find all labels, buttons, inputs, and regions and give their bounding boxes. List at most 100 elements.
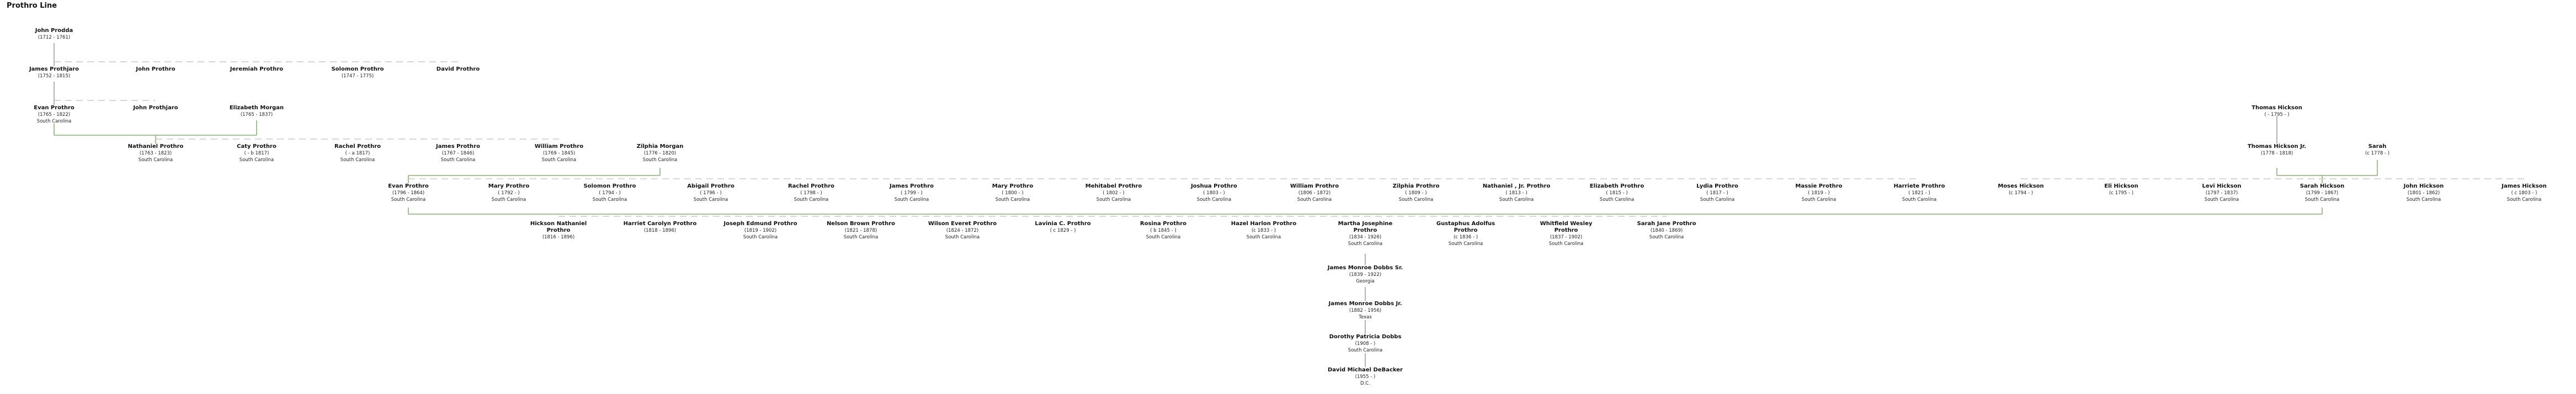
person-name: Nelson Brown Prothro <box>826 221 896 227</box>
person-dates: ( 1821 - ) <box>1908 190 1930 196</box>
person-elizabeth-prothro[interactable]: Elizabeth Prothro( 1815 - ) South Carolin… <box>1573 183 1661 203</box>
person-william-prothro-g4[interactable]: William Prothro (1769 - 1845) South Caroli… <box>515 143 603 163</box>
person-place: South Carolina <box>894 197 929 203</box>
person-lydia-prothro[interactable]: Lydia Prothro( 1817 - ) South Carolina <box>1673 183 1761 203</box>
person-name: James Prothro <box>890 183 934 189</box>
person-name: Sarah <box>2368 143 2387 150</box>
person-gustaphus-adolfus[interactable]: Gustaphus Adolfus Prothro (c 1836 - ) Sout… <box>1422 221 1510 247</box>
person-jeremiah-prothro[interactable]: Jeremiah Prothro <box>212 66 301 73</box>
person-place: D.C. <box>1360 381 1370 386</box>
person-solomon-prothro-g2[interactable]: Solomon Prothro (1747 - 1775) <box>313 66 402 79</box>
person-sarah-jane[interactable]: Sarah Jane Prothro (1840 - 1869) South Car… <box>1622 221 1711 241</box>
person-name: Elizabeth Morgan <box>229 105 284 111</box>
person-harriete-prothro[interactable]: Harriete Prothro( 1821 - ) South Carolina <box>1875 183 1963 203</box>
person-elizabeth-morgan[interactable]: Elizabeth Morgan (1765 - 1837) <box>212 105 301 118</box>
person-zilphia-morgan[interactable]: Zilphia Morgan (1776 - 1820) South Carolin… <box>616 143 704 163</box>
person-john-hickson[interactable]: John Hickson (1801 - 1862) South Carolina <box>2380 183 2468 203</box>
page-title: Prothro Line <box>7 2 57 10</box>
person-solomon-prothro-g5[interactable]: Solomon Prothro( 1794 - ) South Carolina <box>566 183 654 203</box>
person-dates: (1834 - 1926) <box>1349 235 1382 240</box>
person-name: William Prothro <box>1290 183 1339 189</box>
person-caty-prothro[interactable]: Caty Prothro( - b 1817) South Carolina <box>212 143 301 163</box>
person-nathaniel-jr-prothro[interactable]: Nathaniel , Jr. Prothro( 1813 - ) South C… <box>1472 183 1561 203</box>
person-place: South Carolina <box>1902 197 1937 203</box>
person-place: South Carolina <box>1398 197 1434 203</box>
person-place: South Carolina <box>1448 241 1483 247</box>
person-dates: (c 1795 - ) <box>2109 190 2134 196</box>
person-dates: ( 1803 - ) <box>1203 190 1225 196</box>
person-dates: (1776 - 1820) <box>643 151 677 156</box>
person-name: David Michael DeBacker <box>1328 367 1403 373</box>
person-rachel-prothro-g5[interactable]: Rachel Prothro( 1798 - ) South Carolina <box>767 183 855 203</box>
person-hazel-harlon[interactable]: Hazel Harlon Prothro (c 1833 - ) South Car… <box>1220 221 1308 241</box>
person-whitfield-wesley[interactable]: Whitfield Wesley Prothro (1837 - 1902) Sou… <box>1522 221 1610 247</box>
person-james-monroe-jr[interactable]: James Monroe Dobbs Jr. (1882 - 1956) Texas <box>1321 301 1409 321</box>
person-martha-josephine[interactable]: Martha Josephine Prothro (1834 - 1926) Sou… <box>1321 221 1409 247</box>
person-eli-hickson[interactable]: Eli Hickson (c 1795 - ) <box>2077 183 2165 196</box>
person-place: South Carolina <box>541 157 577 163</box>
person-zilphia-prothro[interactable]: Zilphia Prothro( 1809 - ) South Carolina <box>1372 183 1460 203</box>
person-dates: ( 1802 - ) <box>1103 190 1125 196</box>
person-place: South Carolina <box>440 157 476 163</box>
person-wilson-everet[interactable]: Wilson Everet Prothro (1824 - 1872) South … <box>918 221 1007 241</box>
person-john-prothjaro[interactable]: John Prothjaro <box>111 105 200 111</box>
person-dates: (1806 - 1872) <box>1298 190 1331 196</box>
person-levi-hickson[interactable]: Levi Hickson (1797 - 1837) South Carolina <box>2178 183 2266 203</box>
person-dates: (1908 - ) <box>1355 341 1376 347</box>
person-evan-prothro-g5[interactable]: Evan Prothro (1796 - 1864) South Carolina <box>364 183 453 203</box>
person-lavinia-prothro[interactable]: Lavinia C. Prothro( c 1829 - ) <box>1019 221 1107 234</box>
person-joseph-edmund[interactable]: Joseph Edmund Prothro (1819 - 1902) South … <box>716 221 805 241</box>
person-abigail-prothro[interactable]: Abigail Prothro( 1796 - ) South Carolina <box>667 183 755 203</box>
person-joshua-prothro[interactable]: Joshua Prothro( 1803 - ) South Carolina <box>1170 183 1258 203</box>
person-name: William Prothro <box>534 143 584 150</box>
person-moses-hickson[interactable]: Moses Hickson (c 1794 - ) <box>1977 183 2065 196</box>
person-james-hickson[interactable]: James Hickson( c 1803 - ) South Carolina <box>2480 183 2568 203</box>
person-evan-prothro-g3[interactable]: Evan Prothro (1765 - 1822) South Carolina <box>10 105 98 125</box>
person-dates: (1767 - 1846) <box>441 151 475 156</box>
person-david-prothro[interactable]: David Prothro <box>414 66 502 73</box>
person-dates: (1797 - 1837) <box>2205 190 2238 196</box>
person-massie-prothro[interactable]: Massie Prothro( 1819 - ) South Carolina <box>1775 183 1863 203</box>
person-dates: ( 1799 - ) <box>901 190 923 196</box>
person-dates: (1765 - 1837) <box>240 112 273 118</box>
person-rosina-prothro[interactable]: Rosina Prothro( b 1845 - ) South Carolina <box>1119 221 1207 241</box>
person-dates: (1769 - 1845) <box>542 151 576 156</box>
person-name: Joseph Edmund Prothro <box>723 221 797 227</box>
person-name: James Prothro <box>436 143 480 150</box>
person-nelson-brown[interactable]: Nelson Brown Prothro (1821 - 1878) South C… <box>817 221 905 241</box>
person-mary-prothro-g5b[interactable]: Mary Prothro( 1800 - ) South Carolina <box>968 183 1057 203</box>
person-name: Caty Prothro <box>237 143 276 150</box>
person-thomas-hickson[interactable]: Thomas Hickson( - 1795 - ) <box>2233 105 2321 118</box>
person-dates: (1882 - 1956) <box>1349 308 1382 313</box>
person-john-prodda[interactable]: John Prodda (1712 - 1761) <box>10 28 98 41</box>
person-place: Texas <box>1359 315 1372 320</box>
person-william-prothro-g5[interactable]: William Prothro (1806 - 1872) South Caroli… <box>1270 183 1359 203</box>
person-harriet-carolyn[interactable]: Harriet Carolyn Prothro (1818 - 1896) <box>616 221 704 234</box>
person-rachel-prothro-g4[interactable]: Rachel Prothro( - a 1817) South Carolina <box>313 143 402 163</box>
person-dorothy-patricia[interactable]: Dorothy Patricia Dobbs (1908 - ) South Car… <box>1321 334 1409 354</box>
person-name: Zilphia Prothro <box>1392 183 1440 189</box>
person-place: South Carolina <box>743 235 778 240</box>
person-james-prothro-g5[interactable]: James Prothro( 1799 - ) South Carolina <box>867 183 956 203</box>
person-mary-prothro-g5a[interactable]: Mary Prothro( 1792 - ) South Carolina <box>465 183 553 203</box>
person-place: South Carolina <box>1548 241 1584 247</box>
person-david-michael[interactable]: David Michael DeBacker (1955 - ) D.C. <box>1321 367 1409 387</box>
person-mehitabel-prothro[interactable]: Mehitabel Prothro( 1802 - ) South Carolin… <box>1069 183 1158 203</box>
person-hickson-nathaniel[interactable]: Hickson Nathaniel Prothro (1816 - 1896) <box>514 221 603 241</box>
person-thomas-hickson-jr[interactable]: Thomas Hickson Jr. (1778 - 1818) <box>2233 143 2321 157</box>
person-nathaniel-prothro[interactable]: Nathaniel Prothro (1763 - 1823) South Caro… <box>111 143 200 163</box>
person-dates: (1801 - 1862) <box>2407 190 2440 196</box>
person-sarah-hickson[interactable]: Sarah Hickson (1799 - 1867) South Carolina <box>2278 183 2366 203</box>
person-place: South Carolina <box>1599 197 1635 203</box>
person-name: Massie Prothro <box>1795 183 1843 189</box>
person-dates: ( b 1845 - ) <box>1150 228 1177 233</box>
person-james-prothjaro[interactable]: James Prothjaro (1752 - 1815) <box>10 66 98 79</box>
person-sarah[interactable]: Sarah (c 1778 - ) <box>2333 143 2421 157</box>
person-james-prothro-g4[interactable]: James Prothro (1767 - 1846) South Carolina <box>414 143 502 163</box>
person-john-prothro-g2[interactable]: John Prothro <box>111 66 200 73</box>
person-dates: (1778 - 1818) <box>2260 151 2293 156</box>
person-place: South Carolina <box>794 197 829 203</box>
person-name: Mary Prothro <box>992 183 1034 189</box>
person-place: South Carolina <box>36 119 72 124</box>
person-james-monroe-sr[interactable]: James Monroe Dobbs Sr. (1839 - 1922) Georg… <box>1321 265 1409 285</box>
